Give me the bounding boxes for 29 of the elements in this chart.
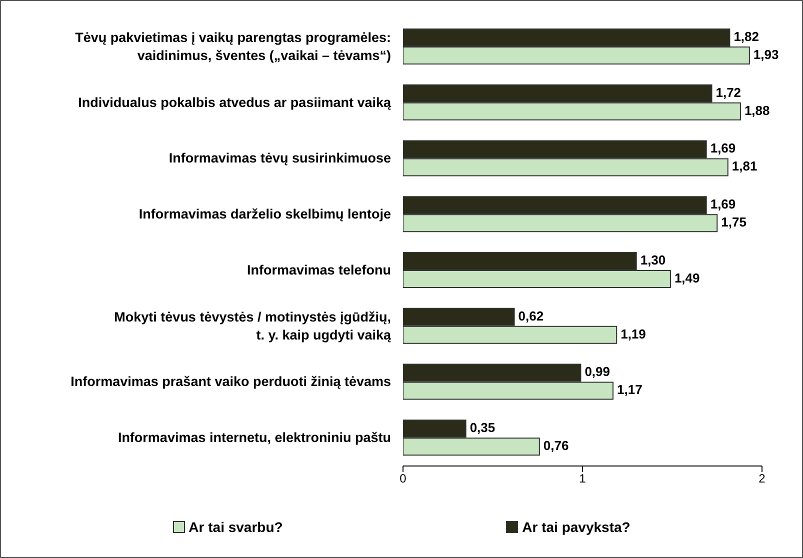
data-label: 1,17 [617, 382, 642, 398]
data-label: 1,81 [732, 158, 758, 174]
x-tick-label: 1 [579, 472, 586, 486]
y-tick-label: Informavimas darželio skelbimų lentoje [138, 206, 392, 222]
y-tick-label: Informavimas tėvų susirinkimuose [168, 150, 392, 166]
y-tick-label: Tėvų pakvietimas į vaikų parengtas programėles: vaidinimus, šventes („vaikai – tėvams“) [75, 30, 391, 62]
y-tick-label: Informavimas internetu, elektroniniu paštu [118, 430, 391, 445]
x-tick-label: 2 [758, 472, 766, 486]
data-label: 1,69 [710, 196, 736, 212]
data-label: 1,49 [674, 270, 700, 286]
data-label: 1,75 [721, 214, 746, 230]
data-label: 1,69 [710, 140, 736, 156]
data-label: 1,30 [640, 252, 666, 268]
legend-label: Ar tai pavyksta? [521, 519, 630, 535]
data-label: 1,82 [734, 28, 760, 44]
y-tick-label: Informavimas telefonu [246, 262, 391, 277]
data-label: 0,99 [584, 364, 610, 380]
data-label: 1,72 [716, 84, 742, 100]
data-label: 0,35 [470, 420, 496, 436]
data-label: 0,62 [518, 308, 544, 324]
y-tick-label: Individualus pokalbis atvedus ar pasiimant vaiką [78, 94, 392, 110]
legend-label: Ar tai svarbu? [188, 519, 283, 535]
data-label: 1,19 [620, 326, 646, 342]
data-label: 1,93 [753, 46, 779, 62]
y-tick-label: Mokyti tėvus tėvystės / motinystės įgūdžių, t. y. kaip ugdyti vaiką [114, 308, 392, 342]
data-label: 1,88 [744, 102, 770, 118]
y-tick-label: Informavimas prašant vaiko perduoti žinią tėvams [70, 374, 391, 389]
data-label: 0,76 [543, 438, 569, 454]
x-tick-label: 0 [400, 472, 407, 486]
